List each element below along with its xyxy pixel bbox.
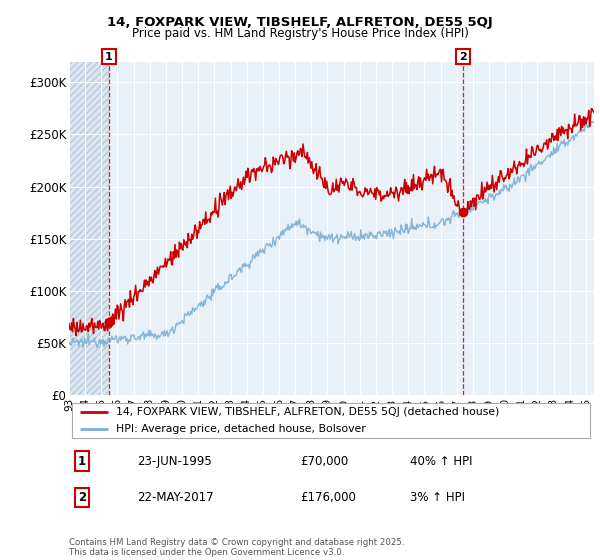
Text: £176,000: £176,000: [300, 491, 356, 504]
Text: Contains HM Land Registry data © Crown copyright and database right 2025.
This d: Contains HM Land Registry data © Crown c…: [69, 538, 404, 557]
Text: Price paid vs. HM Land Registry's House Price Index (HPI): Price paid vs. HM Land Registry's House …: [131, 27, 469, 40]
Text: 1: 1: [78, 455, 86, 468]
Text: HPI: Average price, detached house, Bolsover: HPI: Average price, detached house, Bols…: [116, 424, 366, 435]
Text: 1: 1: [105, 52, 113, 62]
Text: 23-JUN-1995: 23-JUN-1995: [137, 455, 212, 468]
Text: 3% ↑ HPI: 3% ↑ HPI: [410, 491, 465, 504]
Bar: [69, 62, 109, 395]
FancyBboxPatch shape: [71, 403, 590, 438]
Text: 40% ↑ HPI: 40% ↑ HPI: [410, 455, 473, 468]
Text: 22-MAY-2017: 22-MAY-2017: [137, 491, 214, 504]
Text: £70,000: £70,000: [300, 455, 348, 468]
Text: 14, FOXPARK VIEW, TIBSHELF, ALFRETON, DE55 5QJ: 14, FOXPARK VIEW, TIBSHELF, ALFRETON, DE…: [107, 16, 493, 29]
Text: 2: 2: [78, 491, 86, 504]
Text: 14, FOXPARK VIEW, TIBSHELF, ALFRETON, DE55 5QJ (detached house): 14, FOXPARK VIEW, TIBSHELF, ALFRETON, DE…: [116, 407, 500, 417]
Text: 2: 2: [459, 52, 467, 62]
